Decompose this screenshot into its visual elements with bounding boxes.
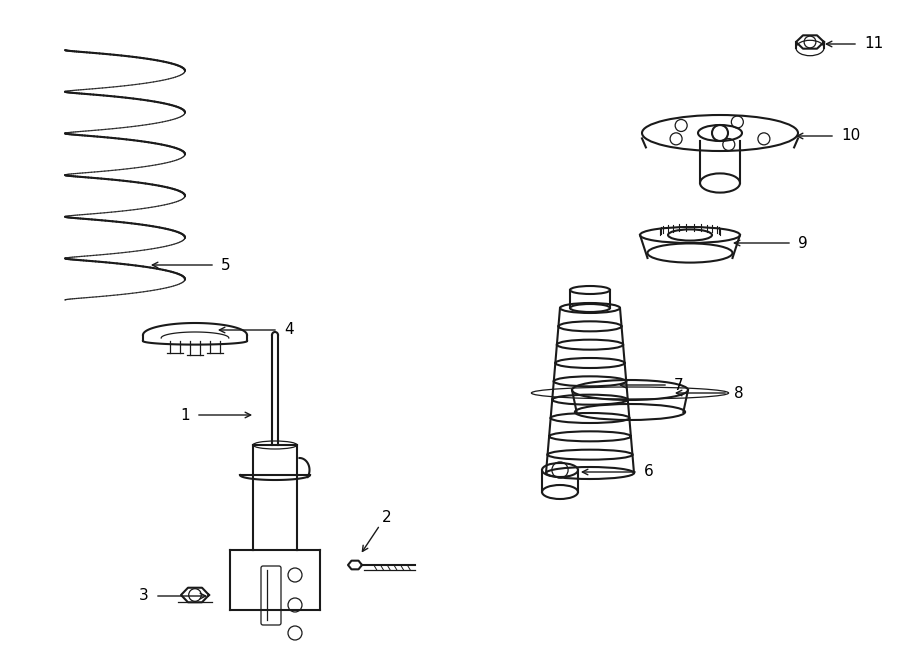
Text: 1: 1 (180, 407, 190, 422)
Text: 4: 4 (284, 323, 293, 338)
Text: 10: 10 (841, 128, 860, 143)
Text: 7: 7 (674, 377, 684, 393)
Text: 2: 2 (382, 510, 392, 525)
Text: 5: 5 (221, 258, 230, 272)
Text: 6: 6 (644, 465, 653, 479)
Text: 9: 9 (798, 235, 808, 251)
Text: 3: 3 (140, 588, 149, 603)
Text: 8: 8 (734, 385, 743, 401)
Text: 11: 11 (864, 36, 883, 52)
